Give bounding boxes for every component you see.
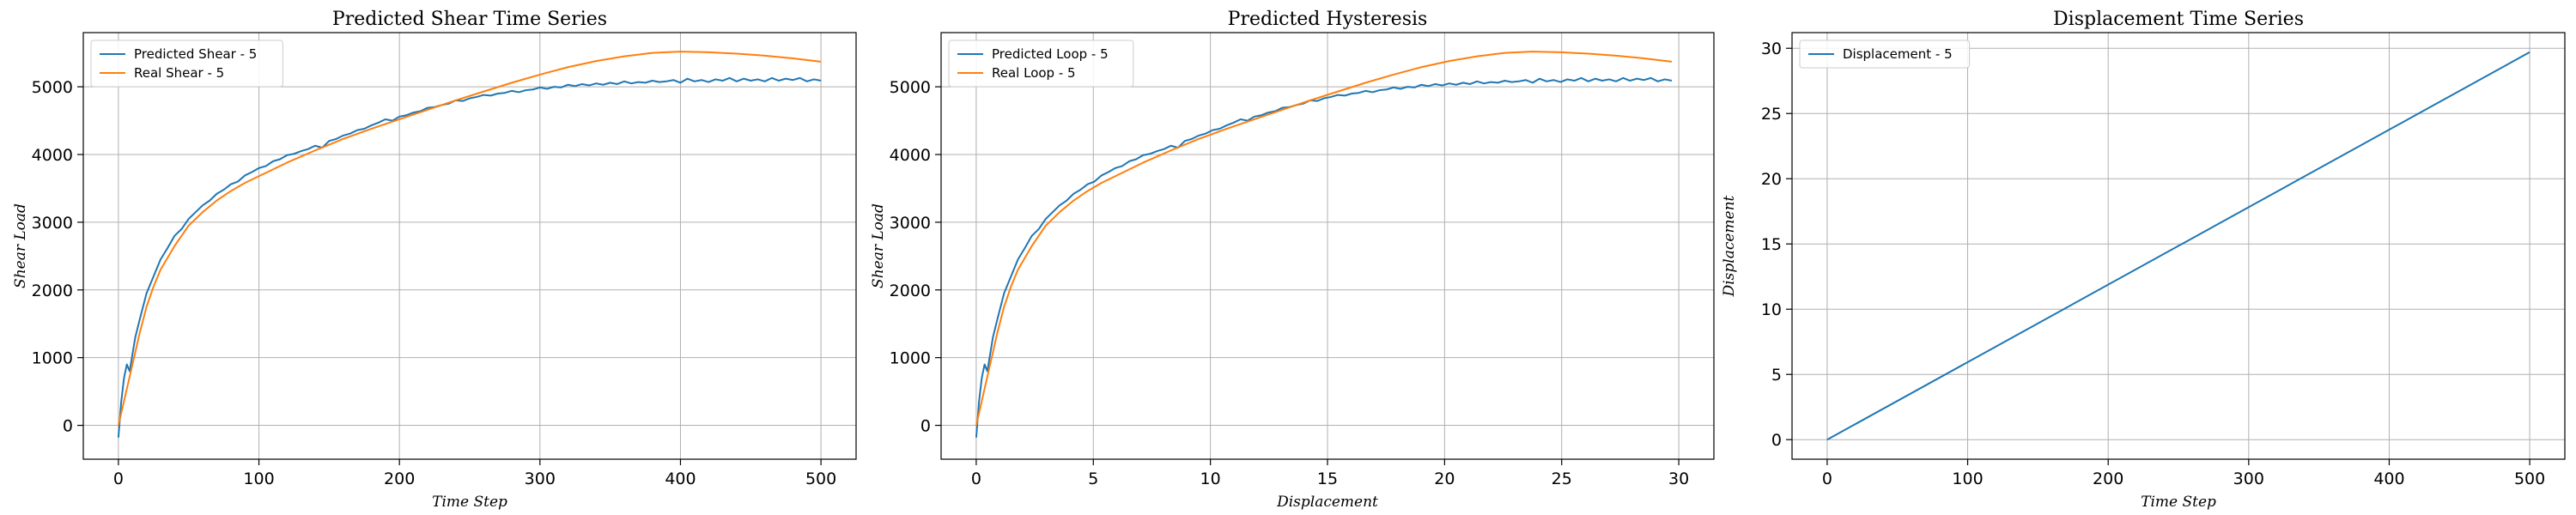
x-tick-label: 30 xyxy=(1668,470,1689,488)
x-tick-label: 100 xyxy=(243,470,274,488)
y-tick-label: 3000 xyxy=(890,214,931,233)
series-line-1 xyxy=(975,76,1673,438)
y-tick-label: 10 xyxy=(1761,300,1782,319)
y-tick-label: 2000 xyxy=(890,282,931,300)
x-tick-label: 15 xyxy=(1317,470,1338,488)
y-tick-label: 30 xyxy=(1761,39,1782,58)
y-axis-label: Displacement xyxy=(1721,195,1738,297)
x-tick-label: 200 xyxy=(2093,470,2123,488)
chart-2: 0 5 10 15 20 25 30 0 1000 2000 3000 4000 5000 Predict… xyxy=(870,9,1715,511)
y-tick-label: 0 xyxy=(1771,431,1782,450)
x-tick-label: 300 xyxy=(525,470,556,488)
x-axis-label: Time Step xyxy=(2141,494,2216,511)
y-tick-label: 25 xyxy=(1761,105,1782,124)
chart-1: 0 100 200 300 400 500010002000300040005000Pre… xyxy=(12,9,857,511)
x-tick-label: 500 xyxy=(805,470,836,488)
x-tick-label: 25 xyxy=(1552,470,1572,488)
y-tick-label: 4000 xyxy=(32,146,73,165)
x-tick-label: 400 xyxy=(665,470,696,488)
legend-entry: Displacement - 5 xyxy=(1843,46,1953,62)
series-line-2 xyxy=(117,51,822,426)
legend-box xyxy=(90,39,283,88)
series-line-1 xyxy=(1826,51,2530,441)
legend-entry: Real Loop - 5 xyxy=(992,65,1076,81)
x-axis-label: Displacement xyxy=(1276,494,1378,511)
x-tick-label: 0 xyxy=(1822,470,1832,488)
x-tick-label: 20 xyxy=(1434,470,1455,488)
y-tick-label: 15 xyxy=(1761,235,1782,254)
x-tick-label: 0 xyxy=(113,470,124,488)
x-tick-label: 200 xyxy=(384,470,415,488)
y-tick-label: 5000 xyxy=(890,78,931,97)
y-axis-label: Shear Load xyxy=(870,203,887,288)
y-tick-label: 5 xyxy=(1771,366,1782,385)
chart-title: Predicted Shear Time Series xyxy=(332,9,607,30)
x-tick-label: 5 xyxy=(1088,470,1098,488)
series-line-2 xyxy=(975,51,1673,426)
x-tick-label: 500 xyxy=(2514,470,2545,488)
y-tick-label: 2000 xyxy=(32,282,73,300)
chart-title: Displacement Time Series xyxy=(2053,9,2304,30)
axes-frame xyxy=(1791,32,2566,460)
y-tick-label: 1000 xyxy=(32,349,73,368)
axes-frame xyxy=(82,32,857,460)
y-tick-label: 1000 xyxy=(890,349,931,368)
legend-entry: Real Shear - 5 xyxy=(134,65,224,81)
y-tick-label: 0 xyxy=(920,417,931,436)
legend-box xyxy=(1799,39,1971,69)
x-axis-label: Time Step xyxy=(432,494,507,511)
x-tick-label: 0 xyxy=(971,470,981,488)
x-tick-label: 100 xyxy=(1952,470,1983,488)
x-tick-label: 10 xyxy=(1200,470,1221,488)
y-tick-label: 5000 xyxy=(32,78,73,97)
legend-entry: Predicted Shear - 5 xyxy=(134,46,257,62)
y-tick-label: 3000 xyxy=(32,214,73,233)
legend: Predicted Loop - 5 Real Loop - 5 xyxy=(948,39,1134,88)
y-tick-label: 4000 xyxy=(890,146,931,165)
chart-3: 0 100 200 300 400 500 0 5 10 15 20 25 30 Displacement… xyxy=(1721,9,2566,511)
x-tick-label: 400 xyxy=(2373,470,2404,488)
legend-entry: Predicted Loop - 5 xyxy=(992,46,1109,62)
legend-box xyxy=(948,39,1134,88)
legend: Predicted Shear - 5 Real Shear - 5 xyxy=(90,39,283,88)
y-axis-label: Shear Load xyxy=(12,203,29,288)
series-line-1 xyxy=(117,76,822,438)
y-tick-label: 20 xyxy=(1761,170,1782,189)
y-tick-label: 0 xyxy=(63,417,73,436)
chart-title: Predicted Hysteresis xyxy=(1228,9,1428,30)
x-tick-label: 300 xyxy=(2233,470,2264,488)
legend: Displacement - 5 xyxy=(1799,39,1971,69)
